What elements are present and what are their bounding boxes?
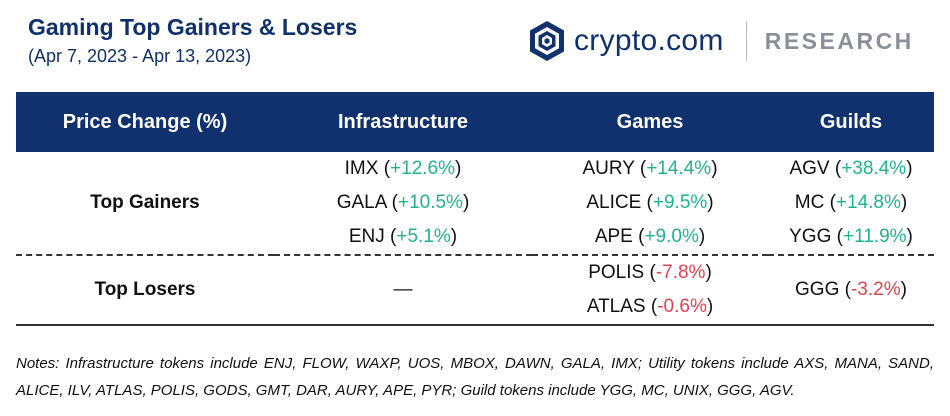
price-change-negative: -3.2% (850, 279, 901, 300)
table-row-top-losers: Top Losers — POLIS (-7.8%) ATLAS (-0.6%)… (16, 254, 934, 325)
token-symbol: GGG (795, 279, 840, 300)
empty-value-dash: — (393, 279, 413, 300)
token-symbol: ATLAS (586, 296, 646, 317)
token-entry: GGG (-3.2%) (795, 279, 907, 300)
gainers-games-cell: AURY (+14.4%) ALICE (+9.5%) APE (+9.0%) (532, 152, 768, 255)
token-symbol: YGG (789, 226, 832, 247)
losers-guilds-cell: GGG (-3.2%) (768, 254, 934, 325)
token-entry: YGG (+11.9%) (789, 226, 913, 247)
token-entry: AURY (+14.4%) (582, 158, 718, 179)
token-entry: ATLAS (-0.6%) (586, 296, 714, 317)
token-entry: ALICE (+9.5%) (586, 192, 714, 213)
brand-section: RESEARCH (764, 27, 914, 54)
column-header-guilds: Guilds (768, 92, 934, 152)
token-symbol: IMX (344, 158, 379, 179)
token-symbol: GALA (336, 192, 387, 213)
price-change-positive: +14.4% (646, 158, 712, 179)
token-entry: IMX (+12.6%) (344, 158, 462, 179)
token-entry: POLIS (-7.8%) (588, 262, 712, 283)
table-header-row: Price Change (%) Infrastructure Games Gu… (16, 92, 934, 152)
price-change-positive: +9.0% (644, 226, 699, 247)
losers-infrastructure-cell: — (274, 254, 532, 325)
token-symbol: ENJ (348, 226, 385, 247)
column-header-games: Games (532, 92, 768, 152)
brand-divider (745, 21, 747, 61)
losers-games-cell: POLIS (-7.8%) ATLAS (-0.6%) (532, 254, 768, 325)
token-symbol: ALICE (586, 192, 642, 213)
token-symbol: AURY (582, 158, 635, 179)
price-change-negative: -7.8% (655, 262, 706, 283)
price-change-positive: +11.9% (842, 226, 907, 247)
price-change-positive: +14.8% (835, 192, 901, 213)
table-row-top-gainers: Top Gainers IMX (+12.6%) GALA (+10.5%) E… (16, 152, 934, 255)
price-change-positive: +5.1% (396, 226, 451, 247)
token-entry: GALA (+10.5%) (336, 192, 470, 213)
brand-logo: crypto.com RESEARCH (528, 20, 914, 62)
row-label-top-losers: Top Losers (16, 254, 274, 325)
footnote-notes: Notes: Infrastructure tokens include ENJ… (16, 355, 934, 399)
column-header-infrastructure: Infrastructure (274, 92, 532, 152)
date-range-subtitle: (Apr 7, 2023 - Apr 13, 2023) (28, 46, 252, 66)
token-entry: AGV (+38.4%) (789, 158, 913, 179)
gainers-losers-table: Price Change (%) Infrastructure Games Gu… (16, 92, 934, 326)
gainers-infrastructure-cell: IMX (+12.6%) GALA (+10.5%) ENJ (+5.1%) (274, 152, 532, 255)
row-label-top-gainers: Top Gainers (90, 192, 200, 213)
gainers-guilds-cell: AGV (+38.4%) MC (+14.8%) YGG (+11.9%) (768, 152, 934, 255)
token-entry: MC (+14.8%) (794, 192, 908, 213)
token-symbol: MC (794, 192, 825, 213)
price-change-positive: +9.5% (652, 192, 708, 213)
token-entry: APE (+9.0%) (594, 226, 706, 247)
price-change-negative: -0.6% (657, 296, 707, 317)
token-symbol: AGV (789, 158, 830, 179)
token-symbol: POLIS (588, 262, 645, 283)
crypto-lion-shield-icon (530, 21, 564, 61)
token-entry: ENJ (+5.1%) (348, 226, 458, 247)
price-change-positive: +12.6% (390, 158, 456, 179)
column-header-price-change: Price Change (%) (16, 92, 274, 152)
price-change-positive: +10.5% (397, 192, 463, 213)
page-title: Gaming Top Gainers & Losers (28, 14, 358, 40)
token-symbol: APE (594, 226, 633, 247)
price-change-positive: +38.4% (841, 158, 907, 179)
brand-name: crypto.com (574, 24, 724, 57)
